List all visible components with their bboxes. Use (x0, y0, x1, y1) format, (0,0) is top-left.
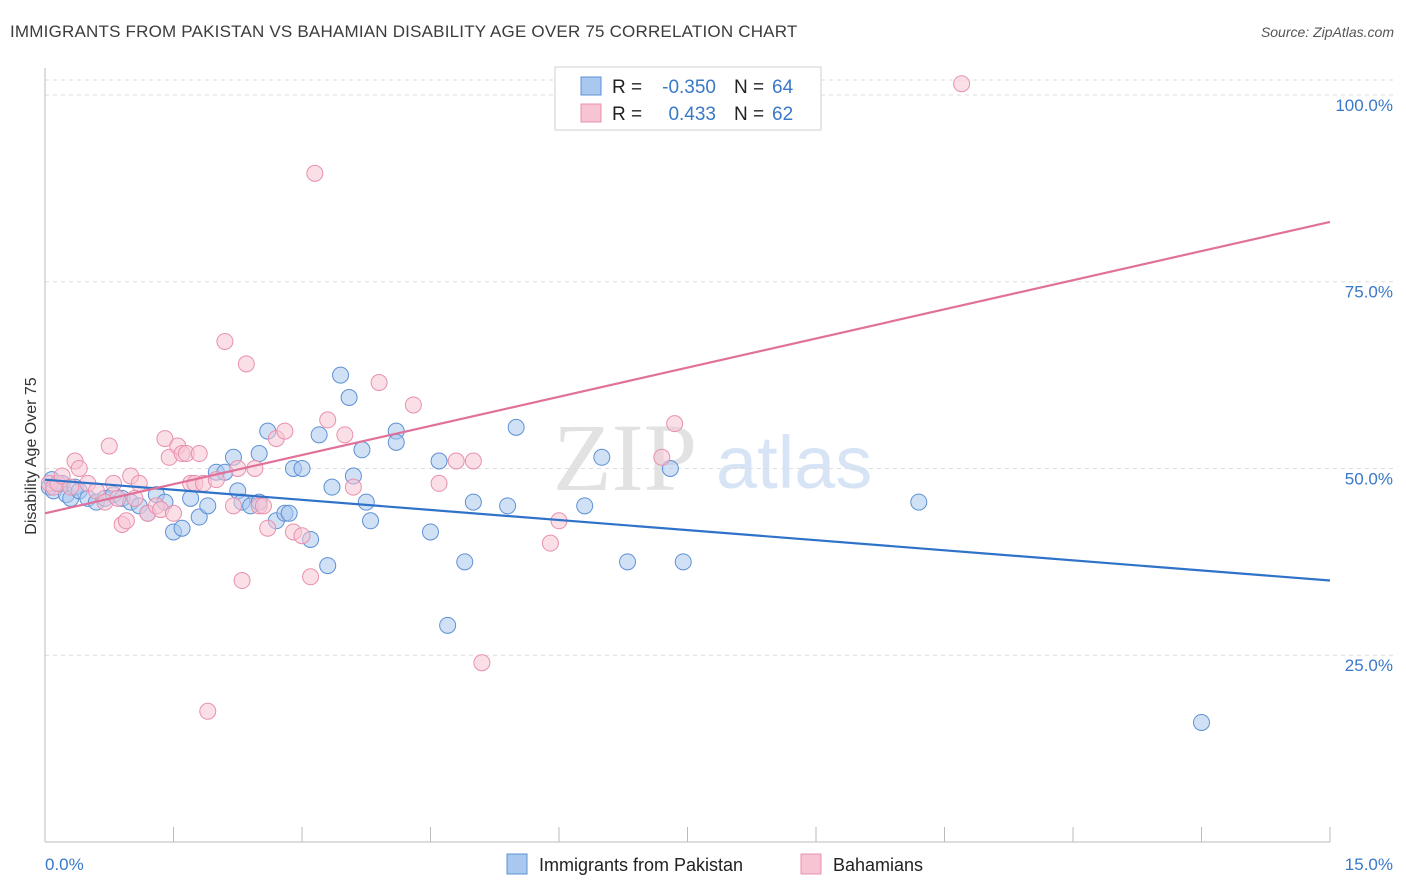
point-bahamians (156, 430, 174, 448)
trend-line-bahamians (44, 220, 1331, 515)
point-bahamians (306, 164, 324, 182)
point-pakistan (674, 553, 692, 571)
point-bahamians (165, 504, 182, 522)
point-bahamians (653, 448, 671, 466)
point-bahamians (105, 474, 123, 492)
x-tick-label-max: 15.0% (1345, 855, 1393, 874)
legend-swatch-blue (580, 76, 602, 96)
legend-swatch-pink (580, 103, 602, 123)
series-legend: Immigrants from Pakistan Bahamians (506, 853, 923, 875)
point-pakistan (464, 493, 482, 511)
point-pakistan (353, 441, 371, 459)
y-tick-label: 50.0% (1345, 469, 1393, 488)
legend-r-value-1: -0.350 (662, 77, 716, 98)
point-pakistan (499, 497, 517, 515)
bottom-legend-label-bahamians: Bahamians (833, 855, 923, 875)
correlation-legend: R = -0.350 N = 64 R = 0.433 N = 62 (554, 66, 822, 131)
bottom-legend-swatch-blue (506, 853, 528, 875)
y-tick-label: 75.0% (1345, 283, 1393, 302)
point-pakistan (250, 445, 268, 463)
point-pakistan (507, 418, 525, 436)
point-bahamians (666, 415, 684, 433)
point-bahamians (70, 459, 88, 477)
point-pakistan (430, 452, 448, 470)
point-bahamians (224, 497, 242, 515)
point-bahamians (259, 519, 277, 537)
point-pakistan (280, 504, 298, 522)
point-bahamians (293, 527, 311, 545)
point-pakistan (190, 508, 208, 526)
y-tick-label: 25.0% (1345, 656, 1393, 675)
x-tick-labels: 0.0% 15.0% (45, 855, 1393, 874)
axes (44, 68, 1331, 843)
point-pakistan (593, 448, 611, 466)
legend-n-label-1: N = (734, 77, 764, 98)
point-bahamians (464, 452, 482, 470)
point-pakistan (422, 523, 439, 541)
y-axis-label: Disability Age Over 75 (23, 377, 40, 535)
point-bahamians (199, 702, 217, 720)
chart-source: Source: ZipAtlas.com (1260, 24, 1394, 40)
point-pakistan (456, 553, 474, 571)
point-pakistan (310, 426, 328, 444)
point-pakistan (323, 478, 341, 496)
point-bahamians (319, 411, 337, 429)
point-bahamians (336, 426, 354, 444)
point-pakistan (332, 366, 350, 384)
point-bahamians (246, 459, 264, 477)
legend-n-value-1: 64 (772, 77, 794, 98)
point-bahamians (953, 75, 971, 93)
point-pakistan (319, 557, 337, 575)
point-pakistan (439, 616, 457, 634)
point-bahamians (237, 355, 255, 373)
legend-n-label-2: N = (734, 104, 764, 125)
point-pakistan (199, 497, 217, 515)
bottom-legend-label-pakistan: Immigrants from Pakistan (539, 855, 743, 875)
trend-lines (44, 220, 1331, 582)
point-bahamians (190, 445, 208, 463)
legend-r-label-1: R = (612, 77, 642, 98)
point-bahamians (117, 512, 135, 530)
point-pakistan (362, 512, 380, 530)
point-pakistan (619, 553, 637, 571)
point-pakistan (1193, 713, 1210, 731)
point-bahamians (233, 572, 251, 590)
point-bahamians (404, 396, 422, 414)
y-tick-labels: 25.0% 50.0% 75.0% 100.0% (1335, 96, 1393, 675)
point-pakistan (357, 493, 375, 511)
point-bahamians (130, 474, 148, 492)
point-bahamians (254, 497, 272, 515)
point-pakistan (182, 489, 200, 507)
point-pakistan (173, 519, 191, 537)
legend-r-label-2: R = (612, 104, 642, 125)
point-bahamians (62, 478, 80, 496)
point-bahamians (430, 474, 448, 492)
point-bahamians (473, 654, 491, 672)
point-bahamians (302, 568, 320, 586)
point-pakistan (661, 459, 679, 477)
point-pakistan (576, 497, 594, 515)
trend-line-pakistan (44, 478, 1331, 582)
point-bahamians (216, 332, 234, 350)
point-bahamians (541, 534, 559, 552)
legend-r-value-2: 0.433 (668, 104, 716, 125)
point-pakistan (910, 493, 928, 511)
point-pakistan (293, 459, 311, 477)
bottom-legend-swatch-pink (800, 853, 822, 875)
point-pakistan (387, 433, 405, 451)
point-pakistan (340, 389, 358, 406)
legend-n-value-2: 62 (772, 104, 793, 125)
point-bahamians (447, 452, 465, 470)
series-bahamians-points (40, 75, 971, 720)
point-bahamians (276, 422, 294, 440)
point-bahamians (344, 478, 362, 496)
y-tick-label: 100.0% (1335, 96, 1393, 115)
point-bahamians (100, 437, 118, 455)
point-bahamians (370, 374, 388, 392)
chart-title: IMMIGRANTS FROM PAKISTAN VS BAHAMIAN DIS… (10, 22, 798, 41)
x-tick-label-min: 0.0% (45, 855, 84, 874)
watermark-atlas: atlas (716, 421, 872, 504)
